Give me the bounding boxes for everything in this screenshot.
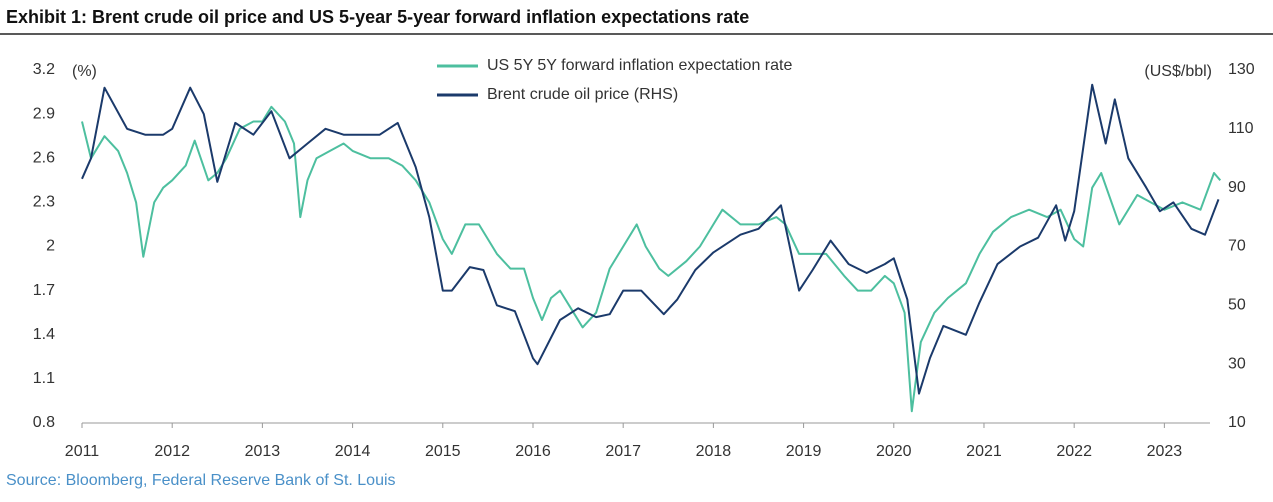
x-tick-label: 2022 — [1056, 443, 1092, 460]
legend-label: Brent crude oil price (RHS) — [487, 86, 678, 103]
y-tick-label: 1.1 — [33, 370, 55, 387]
y2-tick-label: 70 — [1228, 238, 1246, 255]
source: Source: Bloomberg, Federal Reserve Bank … — [6, 472, 396, 489]
x-tick-label: 2013 — [245, 443, 281, 460]
x-tick-label: 2012 — [154, 443, 190, 460]
x-tick-label: 2020 — [876, 443, 912, 460]
x-tick-label: 2015 — [425, 443, 461, 460]
series-line — [81, 105, 1222, 413]
x-tick-label: 2017 — [605, 443, 641, 460]
series-line — [81, 83, 1220, 395]
x-tick-label: 2014 — [335, 443, 371, 460]
y2-tick-label: 130 — [1228, 61, 1255, 78]
y2-tick-label: 50 — [1228, 297, 1246, 314]
y-tick-label: 1.7 — [33, 282, 55, 299]
y2-tick-label: 90 — [1228, 179, 1246, 196]
y-tick-label: 2.6 — [33, 149, 55, 166]
x-tick-label: 2019 — [786, 443, 822, 460]
x-tick-label: 2011 — [65, 443, 100, 460]
x-tick-label: 2016 — [515, 443, 551, 460]
y2-tick-label: 30 — [1228, 355, 1246, 372]
legend-label: US 5Y 5Y forward inflation expectation r… — [487, 57, 792, 74]
y-tick-label: 2.9 — [33, 105, 55, 122]
y2-axis-label: (US$/bbl) — [1144, 63, 1212, 80]
x-tick-label: 2023 — [1147, 443, 1183, 460]
x-tick-label: 2018 — [696, 443, 732, 460]
y-tick-label: 1.4 — [33, 326, 55, 343]
y-tick-label: 2 — [46, 238, 55, 255]
y-tick-label: 2.3 — [33, 194, 55, 211]
y2-tick-label: 110 — [1228, 120, 1254, 137]
x-tick-label: 2021 — [966, 443, 1002, 460]
y2-tick-label: 10 — [1228, 414, 1246, 431]
chart-title: Exhibit 1: Brent crude oil price and US … — [6, 7, 749, 27]
y-tick-label: 0.8 — [33, 414, 55, 431]
y-tick-label: 3.2 — [33, 61, 55, 78]
y-axis-label: (%) — [72, 63, 97, 80]
